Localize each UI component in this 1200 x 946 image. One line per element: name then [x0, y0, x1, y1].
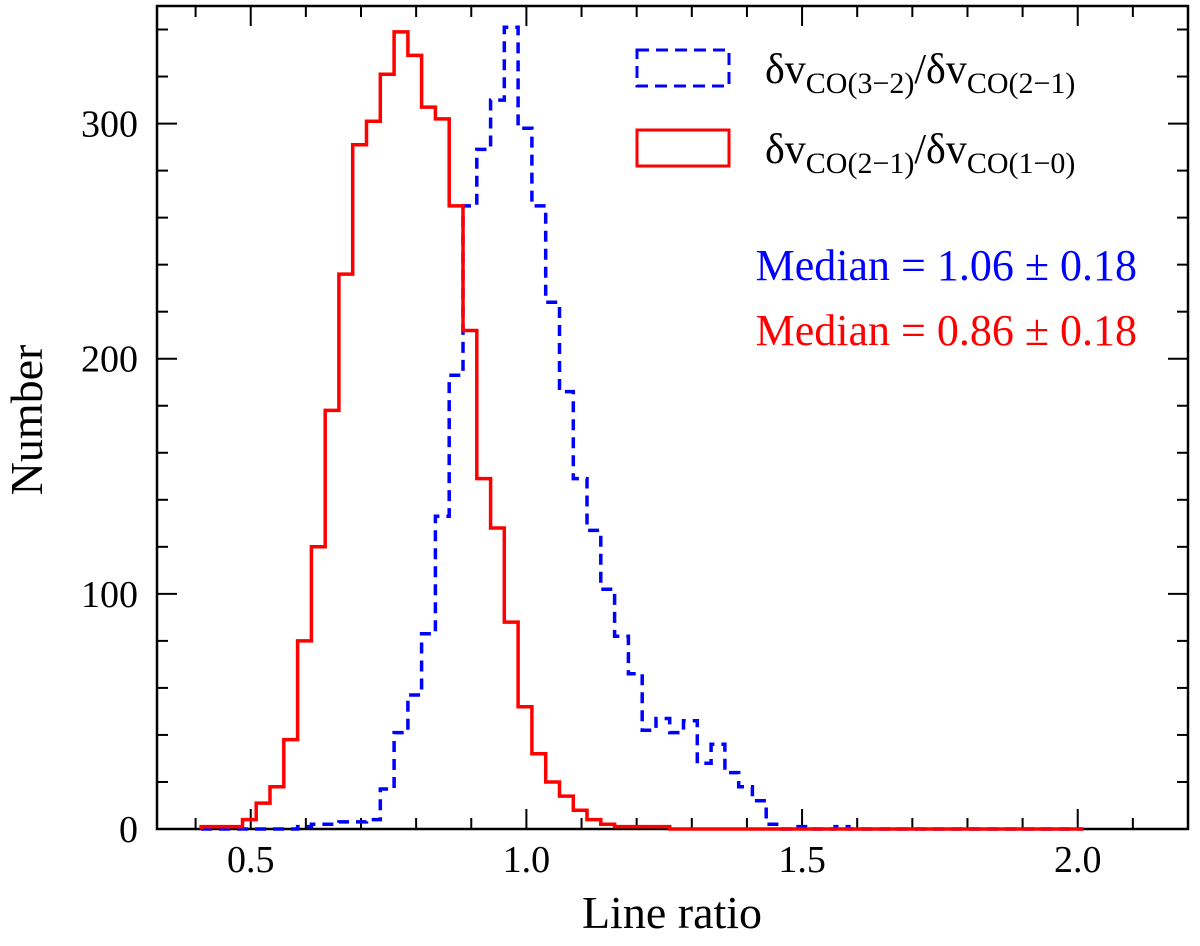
legend-swatch-co21-co10 — [635, 128, 731, 168]
histogram-bin — [242, 820, 256, 829]
histogram-bin — [601, 589, 615, 829]
axis-ticks — [157, 6, 1189, 830]
histogram-bin — [642, 827, 656, 829]
histogram-bin — [587, 530, 601, 829]
histogram-bin — [573, 479, 587, 829]
legend-label-co32-co21: δvCO(3−2)/δvCO(2−1) — [765, 47, 1075, 100]
y-tick-label: 300 — [81, 104, 138, 146]
histogram-bin — [532, 754, 546, 829]
histogram-bin — [435, 119, 449, 829]
histogram-bin — [256, 803, 270, 829]
legend-swatch-co32-co21 — [635, 48, 731, 88]
histogram-bin — [546, 782, 560, 829]
histogram-bin — [656, 718, 670, 829]
histogram-bin — [573, 810, 587, 829]
histogram-bin — [491, 528, 505, 829]
histogram-bin — [422, 107, 436, 829]
x-tick-label: 1.5 — [778, 839, 826, 881]
legend-label-co21-co10: δvCO(2−1)/δvCO(1−0) — [765, 127, 1075, 180]
histogram-bin — [711, 744, 725, 829]
y-tick-label: 0 — [119, 809, 138, 851]
histogram-bin — [697, 763, 711, 829]
histogram-bin — [587, 820, 601, 829]
y-tick-label: 200 — [81, 339, 138, 381]
histogram-bin — [463, 330, 477, 829]
histogram-bin — [628, 674, 642, 829]
histogram-bin — [477, 479, 491, 829]
x-axis-title: Line ratio — [582, 887, 762, 938]
histogram-bin — [353, 145, 367, 829]
histogram-bin — [380, 74, 394, 829]
axis-tick-labels: 0.5 1.0 1.5 2.0 0 100 200 300 — [81, 104, 1101, 881]
histogram-step-line — [199, 30, 1084, 831]
histogram-bin — [449, 206, 463, 829]
histogram-bin — [339, 274, 353, 829]
histogram-bin — [367, 121, 381, 829]
histogram-series-co21-co10 — [199, 30, 1084, 831]
histogram-bin — [642, 730, 656, 829]
histogram-bin — [394, 32, 408, 829]
histogram-bin — [739, 787, 753, 829]
histogram-bin — [201, 827, 215, 829]
median-annotation-co21-co10: Median = 0.86 ± 0.18 — [756, 306, 1137, 355]
histogram-bin — [215, 827, 229, 829]
histogram-bin — [559, 392, 573, 829]
x-tick-label: 0.5 — [227, 839, 275, 881]
histogram-bin — [546, 302, 560, 829]
histogram-bin — [601, 824, 615, 829]
histogram-bin — [670, 733, 684, 829]
histogram-bin — [615, 636, 629, 829]
histogram-series — [199, 25, 1084, 831]
histogram-bin — [615, 827, 629, 829]
legend: δvCO(3−2)/δvCO(2−1) δvCO(2−1)/δvCO(1−0) — [635, 47, 1075, 180]
histogram-bin — [270, 787, 284, 829]
histogram-bin — [284, 740, 298, 829]
histogram-bin — [325, 410, 339, 829]
median-annotation-co32-co21: Median = 1.06 ± 0.18 — [756, 241, 1137, 290]
histogram-bin — [684, 721, 698, 829]
histogram-bin — [311, 547, 325, 829]
histogram-bin — [229, 827, 243, 829]
histogram-bin — [559, 796, 573, 829]
x-tick-label: 2.0 — [1054, 839, 1102, 881]
histogram-bin — [725, 773, 739, 829]
y-tick-label: 100 — [81, 574, 138, 616]
x-tick-label: 1.0 — [503, 839, 551, 881]
histogram-bin — [752, 801, 766, 829]
histogram-bin — [408, 55, 422, 829]
histogram-bin — [532, 206, 546, 829]
histogram-bin — [628, 827, 642, 829]
histogram-bin — [504, 622, 518, 829]
histogram-bin — [298, 641, 312, 829]
y-axis-title: Number — [1, 345, 52, 496]
histogram-bin — [656, 827, 670, 829]
histogram-bin — [518, 707, 532, 829]
